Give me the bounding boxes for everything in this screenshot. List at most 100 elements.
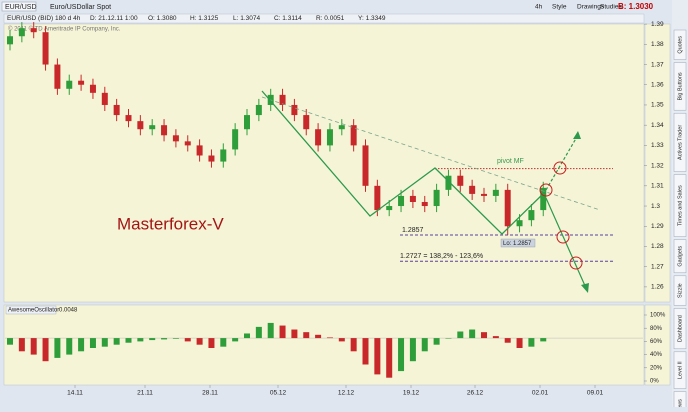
osc-bar [255,326,262,339]
osc-bar [445,338,452,339]
candle-body [481,193,487,196]
osc-bar [30,338,37,355]
osc-bar [457,331,464,339]
osc-bar [315,334,322,339]
side-tab[interactable] [673,62,687,111]
x-tick-label: 28.11 [202,390,218,397]
side-tab[interactable] [673,112,687,172]
candle-body [30,28,37,33]
bid: B: 1.3030 [618,2,654,11]
candle-body [457,175,464,186]
level-label: 1.2857 [402,227,424,234]
side-tab[interactable] [673,29,687,60]
osc-tick-label: 60% [650,339,663,345]
candle-body [469,185,476,194]
target-label: 1.2727 = 138,2% - 123,6% [400,253,483,260]
side-tab-label[interactable]: Times and Sales [677,185,683,226]
info-field: Y: 1.3349 [358,15,386,22]
side-tab[interactable] [673,174,687,237]
osc-bar [338,338,345,342]
candle-body [398,195,405,207]
osc-bar [469,329,476,339]
side-tab-label[interactable]: Sizzle [677,283,683,298]
osc-bar [374,338,381,375]
side-tab-label[interactable]: Actives Trader [677,125,683,160]
side-tab-label[interactable]: Gadgets [677,246,683,267]
osc-bar [196,338,203,345]
toolbar-button[interactable]: 4h [535,4,543,11]
osc-bar [267,322,274,339]
y-tick-label: 1.26 [651,284,664,291]
target-circle [556,230,570,244]
candle-body [137,121,144,130]
candle-body [433,189,440,207]
y-tick-label: 1.3 [651,203,660,210]
osc-reading: 0.0048 [59,308,78,314]
toolbar-button[interactable]: Style [552,4,567,11]
osc-bar [172,338,179,339]
candle-body [42,32,49,65]
candle-body [78,80,85,85]
osc-bar [303,332,310,339]
side-tab-label[interactable]: Quotes [677,36,683,54]
y-tick-label: 1.28 [651,243,664,250]
candle-body [196,145,203,156]
osc-tick-label: 100% [650,313,666,319]
side-tab[interactable] [673,239,687,274]
osc-bar [409,338,416,362]
candle-body [362,145,369,186]
candle-body [492,189,499,196]
candle-body [315,129,322,146]
side-tab[interactable] [673,351,687,389]
info-field: H: 1.3125 [190,15,219,22]
down-projection [545,197,587,289]
y-tick-label: 1.27 [651,263,664,270]
osc-bar [161,338,168,340]
x-tick-label: 14.11 [67,390,83,397]
info-field: R: 0.0051 [316,15,345,22]
osc-bar [184,338,191,342]
side-tab-label[interactable]: Live News [677,399,683,412]
x-tick-label: 05.12 [270,390,287,397]
candle-body [338,125,345,130]
low-label-box [500,238,536,248]
osc-tick-label: 20% [650,365,663,371]
side-tab-label[interactable]: Big Buttons [677,72,683,100]
osc-bar [386,338,393,378]
symbol-box[interactable] [1,1,37,12]
osc-bar [244,333,250,339]
x-tick-label: 12.12 [338,390,355,397]
osc-bar [42,338,49,362]
y-tick-label: 1.31 [651,183,664,190]
candle-body [220,149,227,162]
osc-bar [279,325,286,339]
toolbar-button[interactable]: Studies [600,4,622,11]
osc-bar [540,338,547,342]
osc-bar [232,338,239,342]
osc-bar [362,338,369,365]
osc-bar [492,336,499,339]
osc-bar [66,338,73,355]
osc-bar [220,338,227,347]
side-tab[interactable] [673,308,687,350]
side-tab-label[interactable]: Dashboard [677,315,683,342]
candle-body [528,210,535,221]
side-tab[interactable] [673,275,687,306]
target-circle [539,183,553,197]
osc-bar [101,338,108,347]
candle-body [149,125,156,130]
symbol[interactable]: EUR/USD [5,4,37,11]
zigzag [261,90,546,235]
info-field: EUR/USD (BID) 180 d 4h [7,15,81,22]
candle-body [89,84,96,93]
candle-body [445,175,452,190]
osc-bar [291,329,298,339]
osc-bar [421,338,428,352]
annotation: Masterforex-V [117,214,224,233]
side-tab-label[interactable]: Level II [677,361,683,379]
osc-name: AwesomeOscillator [8,308,59,314]
toolbar-button[interactable]: Drawings [577,4,605,11]
info-field: L: 1.3074 [233,15,260,22]
candle-body [350,125,357,146]
oscillator-axis [644,304,671,386]
